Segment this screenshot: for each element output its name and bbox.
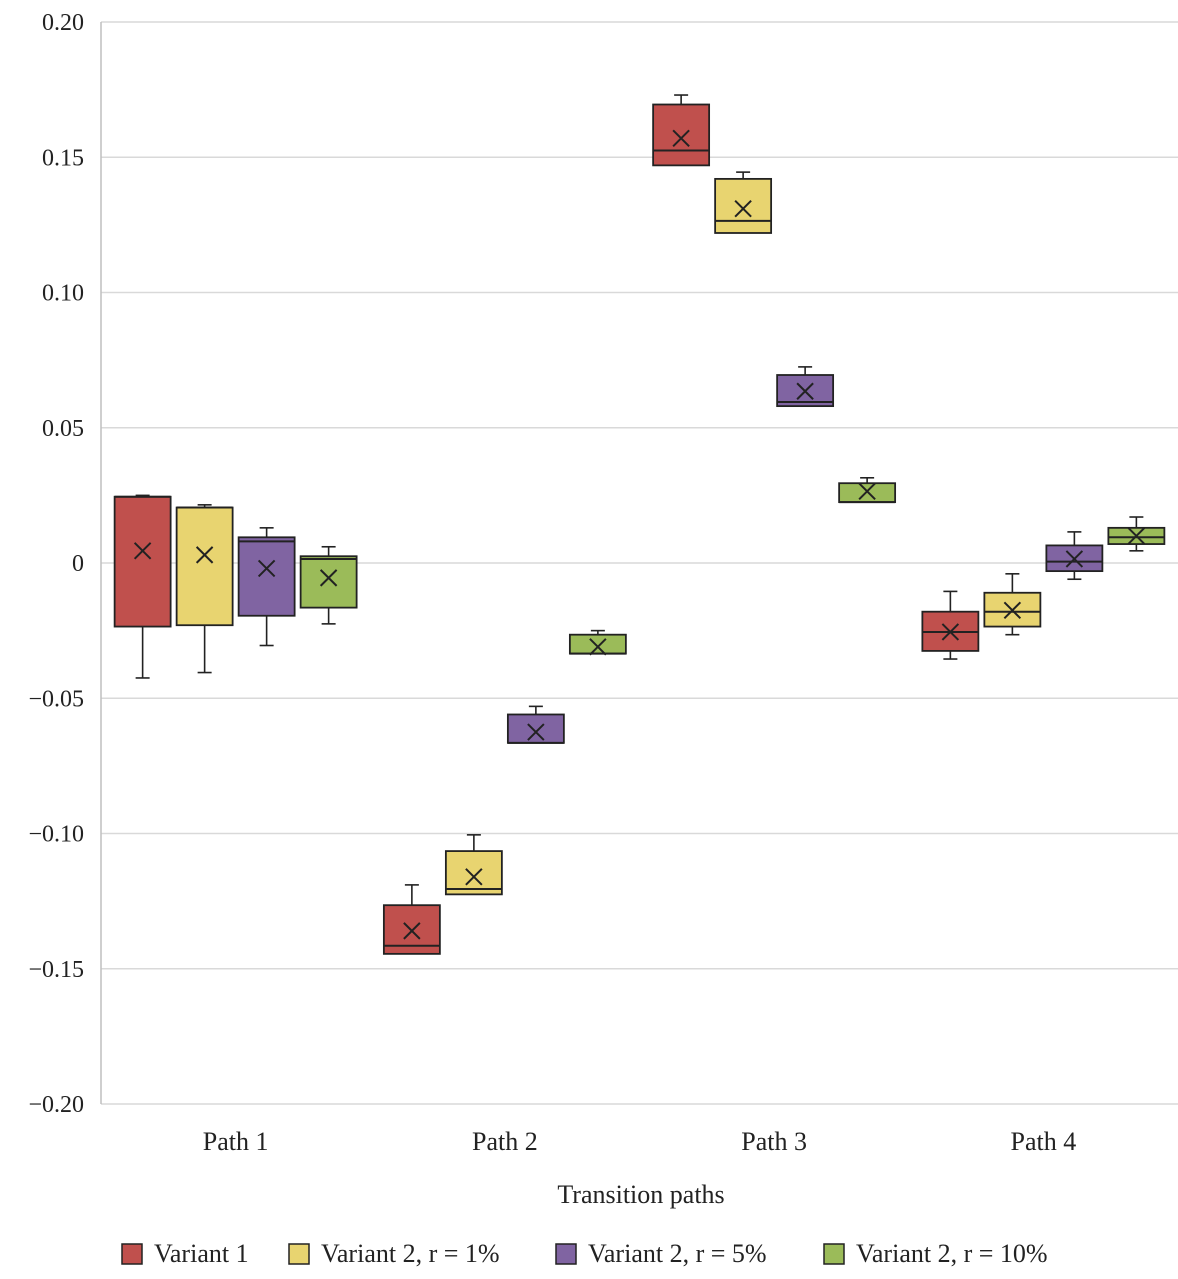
x-tick-label: Path 1 (203, 1127, 269, 1156)
y-tick-label: −0.10 (28, 822, 84, 848)
box-iqr (1045, 544, 1104, 573)
box-iqr (506, 713, 565, 744)
legend-swatch (555, 1243, 577, 1265)
mean-marker (527, 723, 545, 741)
y-tick-label: 0 (72, 551, 84, 577)
x-axis-title: Transition paths (557, 1180, 724, 1209)
box-plot-item (506, 705, 565, 744)
y-tick-label: −0.20 (28, 1092, 84, 1118)
box-iqr (568, 633, 627, 655)
y-tick-label: −0.15 (28, 957, 84, 983)
mean-marker (858, 482, 876, 501)
mean-marker (589, 638, 607, 656)
mean-marker (941, 623, 960, 641)
y-tick-label: 0.05 (42, 416, 84, 442)
legend-swatch (288, 1243, 310, 1265)
box-iqr (237, 536, 296, 617)
box-iqr (444, 850, 503, 896)
legend-label: Variant 2, r = 5% (588, 1239, 767, 1268)
mean-marker (1127, 527, 1146, 545)
y-tick-label: 0.10 (42, 281, 84, 307)
x-tick-label: Path 3 (741, 1127, 807, 1156)
legend: Variant 1 Variant 2, r = 1% Variant 2, r =… (121, 1239, 1048, 1268)
box-iqr (175, 506, 234, 627)
mean-marker (403, 922, 421, 940)
mean-marker (1065, 550, 1084, 568)
box-plot-item (1045, 531, 1104, 581)
box-plot-item (175, 504, 234, 674)
legend-item: Variant 2, r = 10% (823, 1239, 1048, 1268)
y-tick-label: 0.20 (42, 10, 84, 36)
mean-marker (465, 868, 483, 886)
y-tick-label: 0.15 (42, 145, 84, 171)
box-iqr (652, 103, 711, 167)
box-iqr (113, 495, 172, 628)
box-plot-item (237, 527, 296, 647)
legend-label: Variant 1 (154, 1239, 249, 1268)
box-plot-item (568, 629, 627, 656)
x-tick-label: Path 4 (1011, 1127, 1077, 1156)
boxes (113, 94, 1166, 955)
legend-item: Variant 1 (121, 1239, 249, 1268)
x-axis-tick-labels: Path 1 Path 2 Path 3 Path 4 (203, 1127, 1076, 1156)
x-tick-label: Path 2 (472, 1127, 538, 1156)
box-plot-item (382, 884, 441, 955)
legend-item: Variant 2, r = 1% (288, 1239, 500, 1268)
box-iqr (714, 177, 773, 234)
box-plot-item (776, 366, 835, 408)
box-plot-item (921, 590, 980, 660)
legend-label: Variant 2, r = 10% (856, 1239, 1048, 1268)
box-plot-item (838, 476, 897, 504)
box-plot-item (113, 494, 172, 679)
legend-item: Variant 2, r = 5% (555, 1239, 767, 1268)
legend-swatch (823, 1243, 845, 1265)
box-plot-item (714, 171, 773, 234)
y-tick-label: −0.05 (28, 686, 84, 712)
box-iqr (299, 555, 358, 609)
y-axis-tick-labels: 0.20 0.15 0.10 0.05 0 −0.05 −0.10 −0.15 −0.20 (28, 10, 84, 1118)
box-iqr (776, 374, 835, 408)
mean-marker (257, 559, 276, 578)
legend-swatch (121, 1243, 143, 1265)
mean-marker (734, 199, 752, 218)
mean-marker (672, 129, 690, 148)
box-plot-item (299, 545, 358, 625)
mean-marker (319, 569, 338, 587)
box-plot-item (652, 94, 711, 167)
mean-marker (796, 382, 814, 400)
box-plot-item (444, 834, 503, 896)
mean-marker (1003, 601, 1022, 620)
mean-marker (195, 546, 214, 564)
box-plot-item (983, 573, 1042, 636)
legend-label: Variant 2, r = 1% (321, 1239, 500, 1268)
mean-marker (133, 542, 152, 560)
box-plot-item (1107, 516, 1166, 552)
